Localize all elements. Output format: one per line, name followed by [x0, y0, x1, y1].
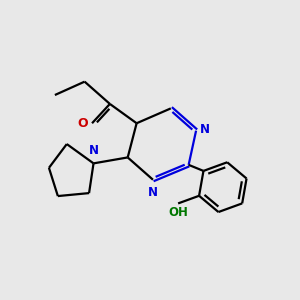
Text: N: N [148, 186, 158, 199]
Text: O: O [77, 117, 88, 130]
Text: N: N [200, 123, 210, 136]
Text: N: N [89, 144, 99, 157]
Text: OH: OH [168, 206, 188, 219]
